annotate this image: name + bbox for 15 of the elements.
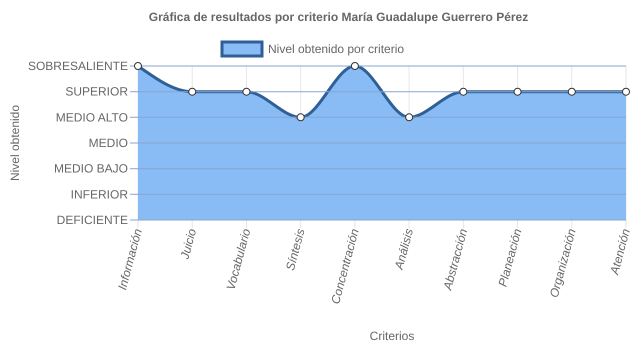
ref-line-label: SUPERIOR bbox=[65, 84, 128, 99]
ref-line-label: DEFICIENTE bbox=[56, 213, 128, 227]
ref-line-label: INFERIOR bbox=[70, 187, 128, 202]
x-tick-label: Juicio bbox=[177, 226, 200, 262]
ref-line-label: MEDIO ALTO bbox=[56, 110, 128, 124]
ref-line-label: SOBRESALIENTE bbox=[28, 59, 128, 73]
x-tick-label: Síntesis bbox=[282, 227, 308, 272]
x-axis-title: Criterios bbox=[370, 329, 414, 343]
x-tick-label: Atención bbox=[607, 226, 633, 277]
ref-line-label: MEDIO bbox=[88, 136, 128, 150]
chart-title: Gráfica de resultados por criterio María Guadalupe Guerrero Pérez bbox=[148, 10, 528, 24]
legend-label: Nivel obtenido por criterio bbox=[268, 42, 404, 56]
text: Nivel obtenido bbox=[8, 104, 22, 182]
ref-line-label: MEDIO BAJO bbox=[54, 162, 128, 176]
x-tick-label: Análisis bbox=[392, 227, 416, 272]
